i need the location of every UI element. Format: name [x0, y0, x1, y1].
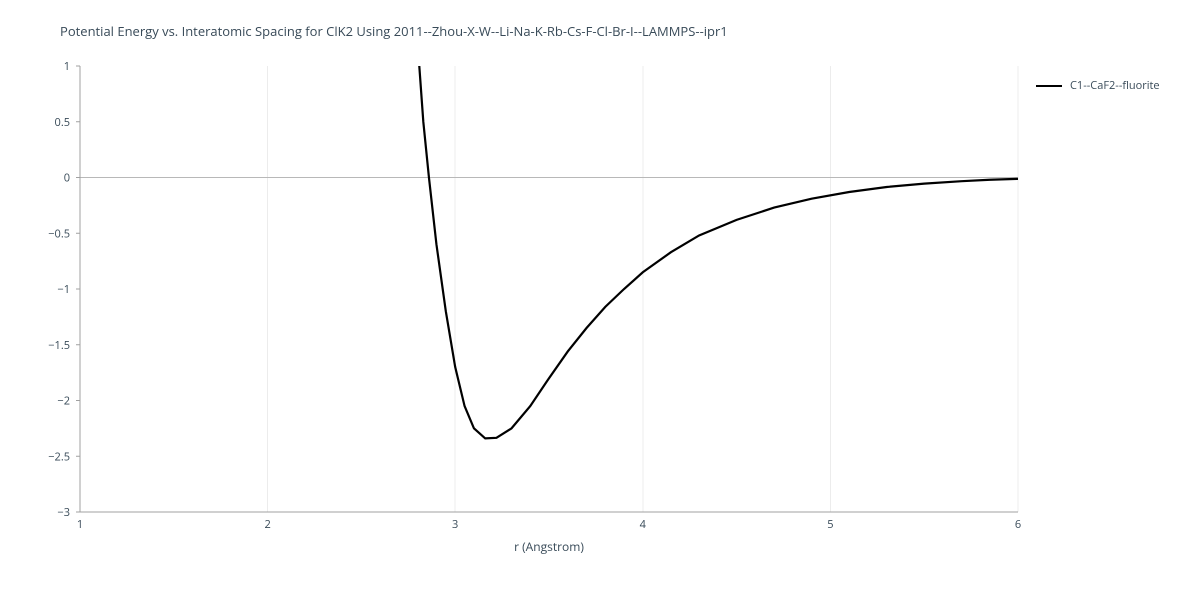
svg-text:−3: −3 — [57, 505, 70, 520]
svg-text:0: 0 — [64, 171, 70, 186]
svg-text:2: 2 — [264, 517, 270, 532]
svg-text:1: 1 — [64, 59, 70, 74]
chart-container: Potential Energy vs. Interatomic Spacing… — [0, 0, 1200, 600]
series-curve — [414, 0, 1018, 438]
legend: C1--CaF2--fluorite — [1036, 78, 1160, 93]
svg-text:0.5: 0.5 — [55, 115, 70, 130]
svg-text:−2.5: −2.5 — [48, 449, 70, 464]
svg-text:6: 6 — [1015, 517, 1021, 532]
svg-text:4: 4 — [640, 517, 647, 532]
svg-text:3: 3 — [452, 517, 458, 532]
svg-text:5: 5 — [827, 517, 833, 532]
legend-swatch — [1036, 85, 1062, 87]
svg-text:−2: −2 — [57, 394, 70, 409]
legend-label: C1--CaF2--fluorite — [1070, 78, 1160, 93]
svg-text:−0.5: −0.5 — [48, 226, 70, 241]
svg-text:−1: −1 — [57, 282, 70, 297]
svg-text:−1.5: −1.5 — [48, 338, 70, 353]
plot-area: 123456−3−2.5−2−1.5−1−0.500.51 — [80, 66, 1018, 512]
x-axis-label: r (Angstrom) — [514, 538, 584, 555]
svg-text:1: 1 — [77, 517, 83, 532]
chart-title: Potential Energy vs. Interatomic Spacing… — [60, 22, 728, 40]
